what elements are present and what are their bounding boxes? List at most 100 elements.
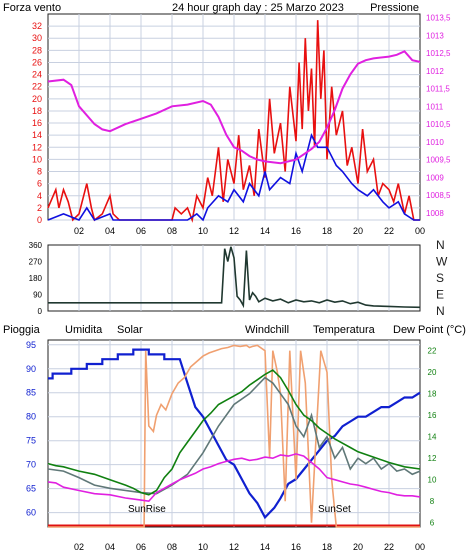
direction-y-tick-label: 0 — [38, 307, 43, 316]
direction-y-tick-label: 90 — [33, 291, 42, 300]
wind-y-tick-label: 18 — [32, 106, 42, 116]
temperature-y-tick-label: 6 — [430, 519, 435, 528]
pressure-line — [47, 50, 421, 165]
rain-humidity-temperature-x-tick-label: 14 — [260, 542, 270, 552]
solar-line — [48, 344, 420, 528]
temperature-y-tick-label: 10 — [428, 476, 437, 485]
compass-direction-label: E — [436, 288, 444, 302]
wind-pressure-x-tick-label: 10 — [198, 226, 208, 236]
rain-humidity-temperature-x-tick-label: 18 — [322, 542, 332, 552]
pressure-label: Pressione — [370, 2, 419, 14]
wind-y-tick-label: 24 — [32, 70, 42, 80]
temperature-label: Temperatura — [313, 324, 376, 336]
wind-pressure-x-tick-label: 02 — [74, 226, 84, 236]
pressure-y-tick-label: 1013 — [426, 31, 444, 40]
rain-humidity-temperature-x-tick-label: 04 — [105, 542, 115, 552]
wind-pressure-x-tick-label: 12 — [229, 226, 239, 236]
rain-humidity-temperature-x-tick-label: 00 — [415, 542, 425, 552]
humidity-line — [48, 348, 421, 520]
wind-direction-line — [48, 246, 421, 309]
temperature-line — [47, 369, 421, 496]
wind-pressure-x-tick-label: 06 — [136, 226, 146, 236]
direction-y-tick-label: 360 — [29, 241, 43, 250]
wind-pressure-x-tick-label: 04 — [105, 226, 115, 236]
pressure-y-tick-label: 1011 — [426, 102, 444, 111]
wind-pressure-x-tick-label: 14 — [260, 226, 270, 236]
sunset-annotation: SunSet — [318, 504, 351, 515]
wind-y-tick-label: 28 — [32, 45, 42, 55]
rain-humidity-temperature-x-tick-label: 08 — [167, 542, 177, 552]
temperature-y-tick-label: 14 — [428, 433, 437, 442]
pressure-y-tick-label: 1008 — [426, 209, 444, 218]
humidity-y-tick-label: 95 — [26, 340, 36, 350]
wind-y-tick-label: 32 — [32, 21, 42, 31]
rain-humidity-temperature-x-tick-label: 12 — [229, 542, 239, 552]
wind-y-tick-label: 12 — [32, 142, 42, 152]
wind-pressure-x-tick-label: 18 — [322, 226, 332, 236]
humidity-y-tick-label: 90 — [26, 364, 36, 374]
wind-pressure-x-tick-label: 22 — [384, 226, 394, 236]
wind-y-tick-label: 8 — [37, 167, 42, 177]
graph-title: 24 hour graph day : 25 Marzo 2023 — [172, 2, 344, 14]
temperature-y-tick-label: 16 — [428, 411, 437, 420]
sunrise-annotation: SunRise — [128, 504, 166, 515]
wind-y-tick-label: 20 — [32, 94, 42, 104]
wind-y-tick-label: 0 — [37, 215, 42, 225]
humidity-y-tick-label: 65 — [26, 484, 36, 494]
compass-direction-label: W — [436, 255, 448, 269]
direction-y-tick-label: 270 — [29, 258, 43, 267]
pressure-y-tick-label: 1010,5 — [426, 120, 451, 129]
humidity-y-tick-label: 85 — [26, 388, 36, 398]
compass-direction-label: N — [436, 304, 445, 318]
wind-y-tick-label: 10 — [32, 154, 42, 164]
rain-humidity-temperature-x-tick-label: 06 — [136, 542, 146, 552]
temperature-y-tick-label: 12 — [428, 454, 437, 463]
pressure-y-tick-label: 1008,5 — [426, 191, 451, 200]
compass-direction-label: N — [436, 238, 445, 252]
humidity-y-tick-label: 60 — [26, 508, 36, 518]
wind-pressure-x-tick-label: 08 — [167, 226, 177, 236]
pressure-y-tick-label: 1010 — [426, 138, 444, 147]
temperature-y-tick-label: 8 — [430, 497, 435, 506]
windchill-line — [47, 376, 421, 495]
wind-pressure-x-tick-label: 00 — [415, 226, 425, 236]
windchill-label: Windchill — [245, 324, 289, 336]
compass-direction-label: S — [436, 271, 444, 285]
direction-y-tick-label: 180 — [29, 274, 43, 283]
wind-y-tick-label: 22 — [32, 82, 42, 92]
pressure-y-tick-label: 1011,5 — [426, 85, 450, 94]
humidity-y-tick-label: 70 — [26, 460, 36, 470]
wind-pressure-x-tick-label: 16 — [291, 226, 301, 236]
pressure-y-tick-label: 1009,5 — [426, 156, 451, 165]
wind-y-tick-label: 4 — [37, 191, 42, 201]
wind-y-tick-label: 30 — [32, 33, 42, 43]
humidity-y-tick-label: 80 — [26, 412, 36, 422]
rain-humidity-temperature-x-tick-label: 20 — [353, 542, 363, 552]
rain-humidity-temperature-x-tick-label: 16 — [291, 542, 301, 552]
solar-label: Solar — [117, 324, 143, 336]
wind-strength-label: Forza vento — [3, 2, 61, 14]
wind-y-tick-label: 6 — [37, 179, 42, 189]
wind-speed-line — [47, 20, 420, 223]
wind-y-tick-label: 26 — [32, 57, 42, 67]
rain-label: Pioggia — [3, 324, 41, 336]
temperature-y-tick-label: 20 — [428, 368, 437, 377]
humidity-label: Umidita — [65, 324, 103, 336]
wind-average-line — [47, 132, 420, 222]
wind-y-tick-label: 14 — [32, 130, 42, 140]
dewpoint-line — [47, 453, 421, 503]
dewpoint-label: Dew Point (°C) — [393, 324, 466, 336]
pressure-y-tick-label: 1013,5 — [426, 14, 451, 23]
pressure-y-tick-label: 1012 — [426, 67, 444, 76]
humidity-y-tick-label: 75 — [26, 436, 36, 446]
wind-y-tick-label: 16 — [32, 118, 42, 128]
rain-humidity-temperature-x-tick-label: 10 — [198, 542, 208, 552]
rain-humidity-temperature-x-tick-label: 02 — [74, 542, 84, 552]
temperature-y-tick-label: 18 — [428, 390, 437, 399]
temperature-y-tick-label: 22 — [428, 347, 437, 356]
wind-y-tick-label: 2 — [37, 203, 42, 213]
pressure-y-tick-label: 1012,5 — [426, 49, 451, 58]
pressure-y-tick-label: 1009 — [426, 173, 444, 182]
rain-humidity-temperature-x-tick-label: 22 — [384, 542, 394, 552]
